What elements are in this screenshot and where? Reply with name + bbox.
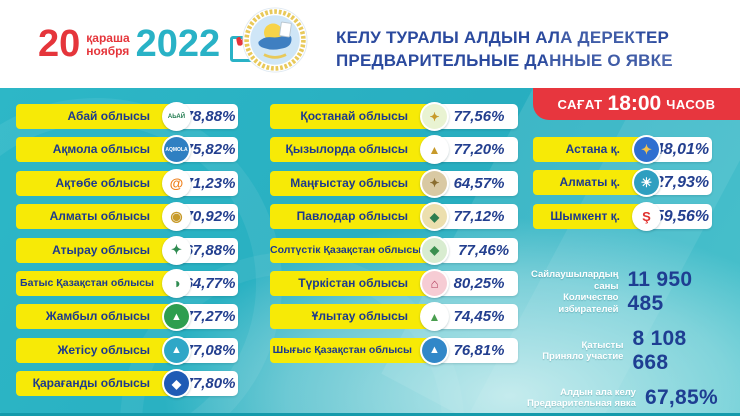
summary-stats: Сайлаушылардың саны Количество избирател… bbox=[522, 268, 718, 410]
region-column-left: Абай облысы АЬАЙ 78,88% Ақмола облысы AQ… bbox=[16, 102, 238, 405]
region-row: Батыс Қазақстан облысы ◑ 64,77% bbox=[16, 268, 238, 298]
region-name-pill: Ақтөбе облысы bbox=[16, 170, 172, 196]
region-row: Түркістан облысы ⌂ 80,25% bbox=[270, 268, 518, 298]
north-kazakhstan-region-emblem-icon: ◆ bbox=[420, 235, 449, 265]
shymkent-city-emblem-icon: Ş bbox=[632, 201, 661, 231]
stat-total-voters: Сайлаушылардың саны Количество избирател… bbox=[522, 268, 718, 316]
almaty-city-emblem-icon: ☀ bbox=[632, 168, 661, 198]
stat-value: 67,85% bbox=[644, 386, 718, 409]
stat-label: Сайлаушылардың саны Количество избирател… bbox=[522, 269, 619, 315]
time-badge-prefix: САҒАТ bbox=[557, 96, 603, 112]
region-name-pill: Алматы қ. bbox=[533, 170, 642, 196]
region-name-pill: Қостанай облысы bbox=[270, 104, 430, 129]
region-row: Маңғыстау облысы ✦ 64,57% bbox=[270, 168, 518, 198]
title-line-ru: ПРЕДВАРИТЕЛЬНЫЕ ДАННЫЕ О ЯВКЕ bbox=[336, 51, 673, 70]
region-row: Астана қ. ✦ 48,01% bbox=[533, 135, 712, 164]
time-badge-suffix: ЧАСОВ bbox=[666, 96, 716, 112]
region-name-pill: Павлодар облысы bbox=[270, 204, 430, 230]
region-name-pill: Абай облысы bbox=[16, 104, 172, 129]
region-row: Алматы облысы ◉ 70,92% bbox=[16, 202, 238, 232]
header: 20 қараша ноября 2022 ✓ КЕЛУ ТУРАЛЫ АЛДЫ… bbox=[0, 0, 740, 88]
region-row: Алматы қ. ☀ 27,93% bbox=[533, 168, 712, 198]
page-title: КЕЛУ ТУРАЛЫ АЛДЫН АЛА ДЕРЕКТЕР ПРЕДВАРИТ… bbox=[336, 26, 673, 72]
central-election-commission-emblem bbox=[242, 7, 308, 73]
region-name-pill: Жамбыл облысы bbox=[16, 304, 172, 330]
date-day: 20 bbox=[38, 23, 81, 65]
region-row: Ұлытау облысы ▲ 74,45% bbox=[270, 302, 518, 332]
region-row: Қостанай облысы ✦ 77,56% bbox=[270, 102, 518, 131]
stat-label-kk: Қатысты bbox=[581, 339, 624, 351]
region-name-pill: Қарағанды облысы bbox=[16, 371, 172, 397]
region-row: Солтүстік Қазақстан облысы ◆ 77,46% bbox=[270, 235, 518, 265]
pavlodar-region-emblem-icon: ◆ bbox=[420, 202, 449, 232]
time-badge-time: 18:00 bbox=[607, 92, 662, 115]
abay-region-emblem-icon: АЬАЙ bbox=[162, 102, 191, 131]
turnout-percentage: 77,46% bbox=[439, 237, 518, 263]
region-row: Жетісу облысы ▲ 77,08% bbox=[16, 335, 238, 365]
region-name-pill: Батыс Қазақстан облысы bbox=[16, 270, 172, 296]
date-months: қараша ноября bbox=[86, 32, 129, 58]
region-name-pill: Алматы облысы bbox=[16, 204, 172, 230]
east-kazakhstan-region-emblem-icon: ▲ bbox=[420, 335, 449, 365]
date-year: 2022 bbox=[135, 23, 221, 65]
title-line-kk: КЕЛУ ТУРАЛЫ АЛДЫН АЛА ДЕРЕКТЕР bbox=[336, 28, 670, 47]
region-row: Қызылорда облысы ▲ 77,20% bbox=[270, 135, 518, 165]
stat-label-ru: Количество избирателей bbox=[558, 292, 619, 315]
turkistan-region-emblem-icon: ⌂ bbox=[420, 268, 449, 298]
stat-label: Қатысты Приняло участие bbox=[522, 340, 623, 363]
region-row: Ақтөбе облысы @ 71,23% bbox=[16, 168, 238, 198]
kyzylorda-region-emblem-icon: ▲ bbox=[420, 135, 449, 165]
zhambyl-region-emblem-icon: ▲ bbox=[162, 302, 191, 332]
ulytau-region-emblem-icon: ▲ bbox=[420, 302, 449, 332]
region-row: Жамбыл облысы ▲ 77,27% bbox=[16, 302, 238, 332]
aktobe-region-emblem-icon: @ bbox=[162, 168, 191, 198]
region-name-pill: Солтүстік Қазақстан облысы bbox=[270, 237, 440, 263]
zhetisu-region-emblem-icon: ▲ bbox=[162, 335, 191, 365]
mangystau-region-emblem-icon: ✦ bbox=[420, 168, 449, 198]
stat-label-ru: Предварительная явка bbox=[526, 398, 636, 409]
stat-label-kk: Сайлаушылардың саны bbox=[530, 269, 619, 292]
stat-label-ru: Приняло участие bbox=[542, 351, 624, 362]
region-row: Атырау облысы ✦ 67,88% bbox=[16, 235, 238, 265]
region-name-pill: Түркістан облысы bbox=[270, 270, 430, 296]
region-row: Шығыс Қазақстан облысы ▲ 76,81% bbox=[270, 335, 518, 365]
election-date: 20 қараша ноября 2022 ✓ bbox=[38, 18, 263, 65]
region-name-pill: Ақмола облысы bbox=[16, 137, 172, 163]
karaganda-region-emblem-icon: ◆ bbox=[162, 369, 191, 399]
region-name-pill: Шығыс Қазақстан облысы bbox=[270, 337, 430, 363]
region-row: Шымкент қ. Ş 59,56% bbox=[533, 201, 712, 231]
region-name-pill: Қызылорда облысы bbox=[270, 137, 430, 163]
stat-preliminary-turnout: Алдын ала келу Предварительная явка 67,8… bbox=[522, 386, 718, 410]
stat-value: 11 950 485 bbox=[627, 268, 693, 315]
city-column-right: Астана қ. ✦ 48,01% Алматы қ. ☀ 27,93% Шы… bbox=[533, 135, 712, 237]
west-kazakhstan-region-emblem-icon: ◑ bbox=[162, 268, 191, 298]
atyrau-region-emblem-icon: ✦ bbox=[162, 235, 191, 265]
region-name-pill: Маңғыстау облысы bbox=[270, 170, 430, 196]
astana-city-emblem-icon: ✦ bbox=[632, 135, 661, 164]
region-name-pill: Атырау облысы bbox=[16, 237, 172, 263]
region-column-middle: Қостанай облысы ✦ 77,56% Қызылорда облыс… bbox=[270, 102, 518, 371]
region-name-pill: Шымкент қ. bbox=[533, 203, 642, 229]
almaty-region-emblem-icon: ◉ bbox=[162, 202, 191, 232]
region-name-pill: Жетісу облысы bbox=[16, 337, 172, 363]
region-row: Қарағанды облысы ◆ 77,80% bbox=[16, 369, 238, 399]
stat-label-kk: Алдын ала келу bbox=[560, 386, 636, 398]
time-badge: САҒАТ 18:00 ЧАСОВ bbox=[533, 88, 740, 120]
region-name-pill: Астана қ. bbox=[533, 137, 642, 162]
stat-value: 8 108 668 bbox=[632, 327, 687, 374]
stat-label: Алдын ала келу Предварительная явка bbox=[522, 387, 636, 410]
region-row: Абай облысы АЬАЙ 78,88% bbox=[16, 102, 238, 131]
bottom-accent-strip bbox=[0, 413, 740, 416]
kostanay-region-emblem-icon: ✦ bbox=[420, 102, 449, 131]
date-month-ru: ноября bbox=[86, 44, 130, 58]
aqmola-region-emblem-icon: AQMOLA bbox=[162, 135, 191, 165]
date-month-kk: қараша bbox=[86, 31, 130, 45]
region-row: Ақмола облысы AQMOLA 75,82% bbox=[16, 135, 238, 165]
region-row: Павлодар облысы ◆ 77,12% bbox=[270, 202, 518, 232]
region-name-pill: Ұлытау облысы bbox=[270, 304, 430, 330]
stat-participated: Қатысты Приняло участие 8 108 668 bbox=[522, 327, 718, 375]
